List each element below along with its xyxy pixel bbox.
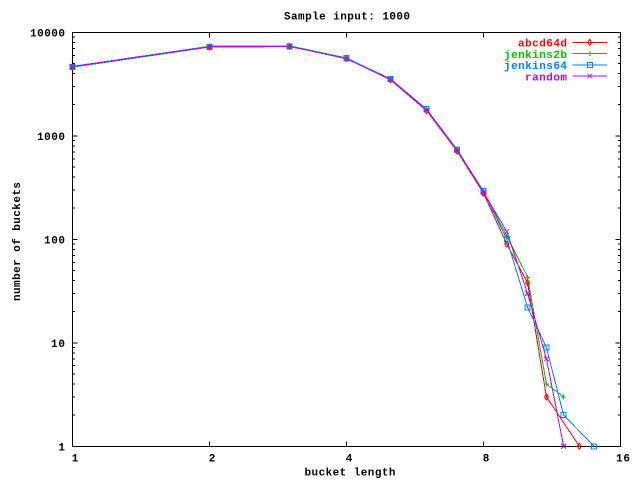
svg-text:abcd64d: abcd64d <box>518 39 567 51</box>
svg-text:8: 8 <box>483 454 490 466</box>
svg-text:1: 1 <box>72 454 79 466</box>
svg-text:100: 100 <box>44 236 65 248</box>
svg-text:jenkins64: jenkins64 <box>504 61 567 73</box>
svg-text:Sample input: 1000: Sample input: 1000 <box>284 11 410 23</box>
svg-text:2: 2 <box>209 454 216 466</box>
svg-text:bucket length: bucket length <box>305 467 396 479</box>
svg-text:1000: 1000 <box>37 132 65 144</box>
svg-text:1: 1 <box>58 443 65 455</box>
svg-text:4: 4 <box>346 454 353 466</box>
svg-text:jenkins2b: jenkins2b <box>504 50 567 62</box>
svg-text:10000: 10000 <box>30 29 65 41</box>
svg-text:number of buckets: number of buckets <box>12 182 24 301</box>
svg-text:random: random <box>525 72 567 84</box>
svg-text:10: 10 <box>51 339 65 351</box>
svg-text:16: 16 <box>616 454 630 466</box>
